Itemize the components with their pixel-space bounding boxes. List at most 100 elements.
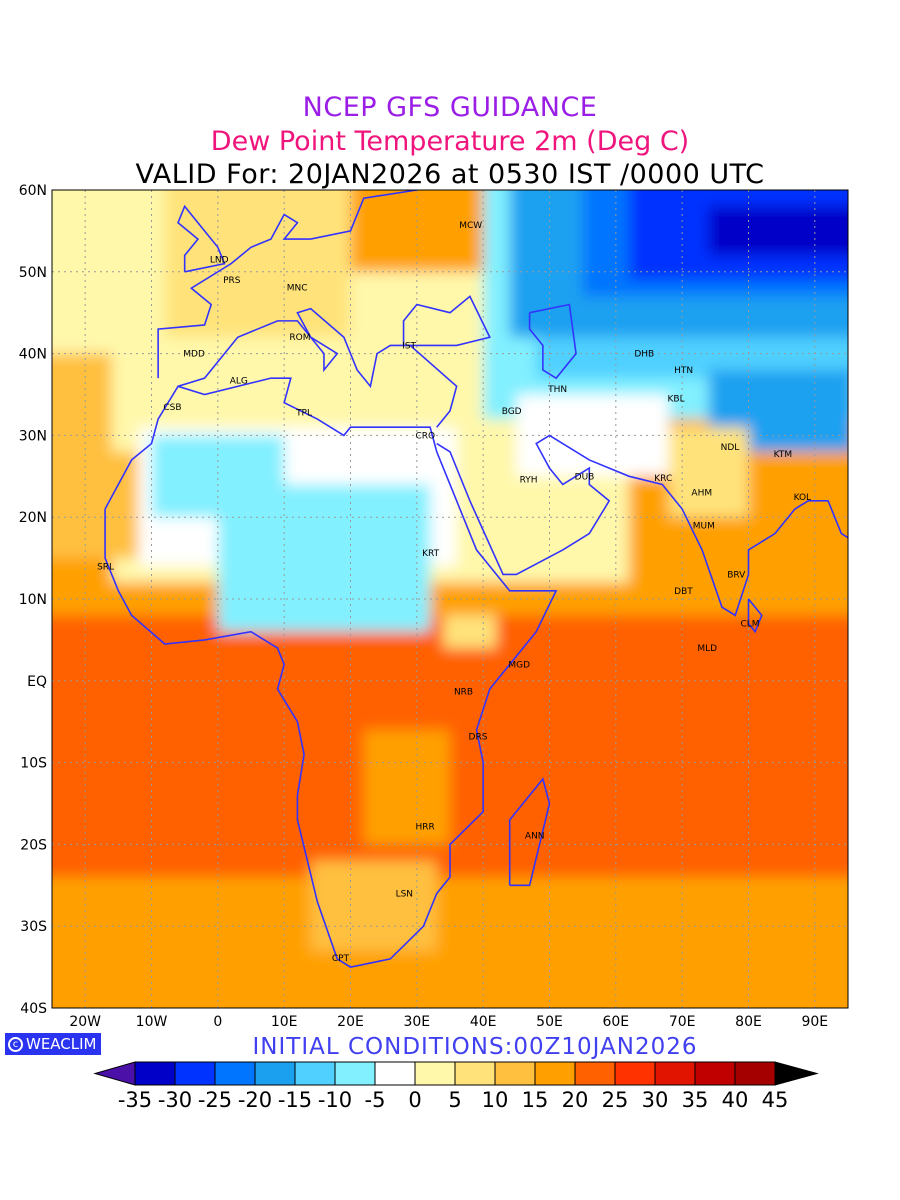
field-region — [668, 427, 749, 518]
colorbar-swatch — [614, 1061, 656, 1086]
city-label: ANN — [525, 831, 545, 841]
colorbar-swatch — [334, 1061, 376, 1086]
coastline — [104, 377, 558, 968]
colorbar-label: -30 — [158, 1088, 192, 1112]
colorbar-label: 0 — [408, 1088, 421, 1112]
colorbar-label: -20 — [238, 1088, 272, 1112]
city-label: KRT — [422, 549, 440, 559]
field-region — [151, 435, 285, 518]
coastline — [436, 434, 848, 617]
coastline — [528, 303, 577, 380]
colorbar-swatch — [534, 1061, 576, 1086]
field-region — [270, 517, 378, 599]
field-region — [52, 190, 185, 354]
city-label: NDL — [721, 443, 740, 453]
lat-tick-label: 40N — [19, 347, 47, 363]
city-label: CRO — [415, 431, 435, 441]
lon-tick-label: 20W — [69, 1014, 101, 1030]
city-label: MLD — [697, 644, 717, 654]
city-label: CLM — [741, 620, 760, 630]
city-label: MCW — [459, 221, 482, 231]
colorbar-label: -10 — [318, 1088, 352, 1112]
colorbar-swatch — [734, 1061, 776, 1086]
lat-tick-label: 60N — [19, 183, 47, 199]
city-label: HRR — [415, 822, 434, 832]
dew-point-field — [52, 190, 848, 1008]
lat-tick-label: 10N — [19, 592, 47, 608]
colorbar-over-arrow — [774, 1061, 819, 1086]
lat-tick-label: EQ — [27, 674, 47, 690]
colorbar-label: 10 — [482, 1088, 509, 1112]
city-label: CPT — [332, 954, 350, 964]
colorbar-swatch — [254, 1061, 296, 1086]
logo-text: WEACLIM — [26, 1035, 97, 1053]
field-region — [310, 860, 437, 951]
colorbar-label: 5 — [448, 1088, 461, 1112]
valid-time: VALID For: 20JAN2026 at 0530 IST /0000 U… — [135, 159, 765, 190]
city-label: KRC — [654, 474, 672, 484]
coastline — [508, 777, 551, 887]
weaclim-logo: c WEACLIM — [5, 1033, 101, 1055]
colorbar-swatch — [134, 1061, 176, 1086]
lon-tick-label: 50E — [536, 1014, 563, 1030]
field-region — [164, 190, 351, 338]
field-region — [52, 877, 848, 1008]
coastline — [747, 598, 763, 634]
city-label: TPL — [295, 408, 312, 418]
city-labels: LND PRS MNC ROM IST MDD ALG CSB TPL KRT CRO BGD THN D… — [97, 221, 811, 964]
colorbar-label: 45 — [762, 1088, 789, 1112]
chart-subtitle: Dew Point Temperature 2m (Deg C) — [210, 126, 690, 157]
city-label: CSB — [163, 403, 181, 413]
coastlines — [104, 190, 848, 968]
colorbar-label: -5 — [365, 1088, 386, 1112]
city-label: MGD — [508, 660, 530, 670]
city-label: KOL — [794, 493, 812, 503]
colorbar-under-arrow — [93, 1061, 136, 1086]
lat-tick-label: 30S — [20, 919, 47, 935]
colorbar-swatch — [294, 1061, 336, 1086]
field-region — [708, 206, 848, 256]
lon-tick-label: 10W — [136, 1014, 168, 1030]
lat-tick-label: 40S — [20, 1001, 47, 1017]
city-label: NRB — [454, 687, 473, 697]
lon-tick-label: 60E — [602, 1014, 629, 1030]
city-label: KBL — [668, 395, 685, 405]
city-label: THN — [547, 385, 567, 395]
city-label: SRL — [97, 562, 114, 572]
lon-tick-label: 20E — [337, 1014, 364, 1030]
lon-tick-label: 90E — [801, 1014, 828, 1030]
lon-tick-label: 40E — [470, 1014, 497, 1030]
lon-tick-label: 10E — [271, 1014, 298, 1030]
colorbar-label: 25 — [602, 1088, 629, 1112]
colorbar: -35 -30 -25 -20 -15 -10 -5 0 5 10 15 20 25 30 35 40 45 — [93, 1061, 819, 1112]
lat-tick-label: 30N — [19, 428, 47, 444]
chart-title: NCEP GFS GUIDANCE — [302, 92, 598, 123]
city-label: BGD — [502, 407, 522, 417]
city-label: PRS — [223, 276, 241, 286]
colorbar-swatch — [174, 1061, 216, 1086]
colorbar-swatch — [414, 1061, 456, 1086]
axis-ticks: 60N 50N 40N 30N 20N 10N EQ 10S 20S 30S 40S 20W 10W 0 1… — [19, 183, 828, 1030]
city-label: DHB — [634, 350, 654, 360]
lon-tick-label: 0 — [213, 1014, 222, 1030]
initial-conditions: INITIAL CONDITIONS:00Z10JAN2026 — [252, 1034, 698, 1060]
city-label: DUB — [575, 472, 595, 482]
colorbar-swatch — [454, 1061, 496, 1086]
city-label: HTN — [674, 366, 693, 376]
colorbar-label: 15 — [522, 1088, 549, 1112]
map-frame — [51, 189, 849, 1009]
lat-tick-label: 50N — [19, 265, 47, 281]
colorbar-swatch — [574, 1061, 616, 1086]
colorbar-label: 20 — [562, 1088, 589, 1112]
coastline — [157, 190, 417, 379]
city-label: AHM — [691, 489, 712, 499]
city-label: MNC — [287, 283, 308, 293]
colorbar-swatch — [494, 1061, 536, 1086]
city-label: LND — [210, 256, 229, 266]
city-label: ALG — [230, 377, 248, 387]
colorbar-swatch — [654, 1061, 696, 1086]
city-label: DBT — [674, 587, 693, 597]
city-label: DRS — [469, 732, 488, 742]
colorbar-swatch — [694, 1061, 736, 1086]
